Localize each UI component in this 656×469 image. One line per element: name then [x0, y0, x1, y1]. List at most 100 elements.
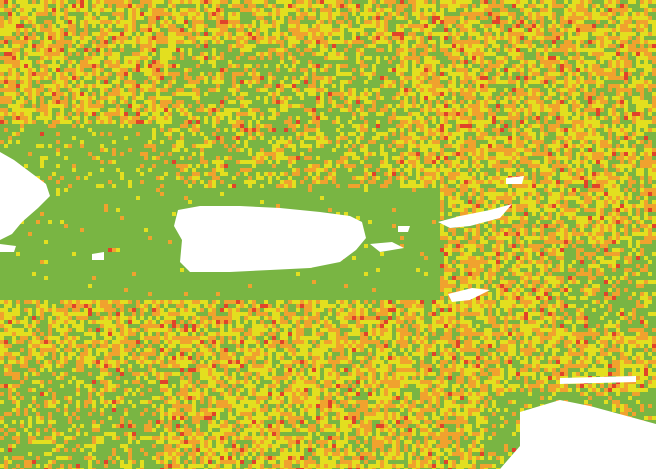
- raster-cell: [472, 88, 476, 92]
- raster-cell: [188, 184, 192, 188]
- raster-cell: [500, 196, 504, 200]
- raster-cell: [472, 60, 476, 64]
- raster-cell: [580, 192, 584, 196]
- raster-cell: [440, 188, 444, 192]
- raster-cell: [100, 104, 104, 108]
- raster-cell: [60, 116, 64, 120]
- raster-cell: [568, 44, 572, 48]
- raster-cell: [16, 104, 20, 108]
- raster-cell: [616, 148, 620, 152]
- raster-cell: [84, 72, 88, 76]
- raster-cell: [328, 100, 332, 104]
- raster-cell: [424, 160, 428, 164]
- raster-cell: [452, 180, 456, 184]
- raster-cell: [588, 64, 592, 68]
- raster-cell: [648, 144, 652, 148]
- raster-cell: [532, 132, 536, 136]
- raster-cell: [176, 100, 180, 104]
- raster-cell: [632, 180, 636, 184]
- raster-cell: [400, 16, 404, 20]
- raster-cell: [192, 176, 196, 180]
- raster-cell: [140, 104, 144, 108]
- raster-cell: [620, 196, 624, 200]
- raster-cell: [504, 152, 508, 156]
- raster-cell: [228, 112, 232, 116]
- raster-cell: [388, 120, 392, 124]
- raster-cell: [140, 48, 144, 52]
- raster-cell: [640, 64, 644, 68]
- raster-cell: [444, 28, 448, 32]
- raster-cell: [500, 204, 504, 208]
- raster-cell: [576, 32, 580, 36]
- raster-cell: [592, 92, 596, 96]
- raster-cell: [360, 72, 364, 76]
- raster-cell: [388, 176, 392, 180]
- raster-cell: [12, 28, 16, 32]
- raster-cell: [400, 152, 404, 156]
- raster-cell: [616, 92, 620, 96]
- raster-cell: [520, 96, 524, 100]
- raster-cell: [248, 8, 252, 12]
- raster-cell: [440, 76, 444, 80]
- raster-cell: [136, 120, 140, 124]
- raster-cell: [108, 112, 112, 116]
- raster-cell: [488, 204, 492, 208]
- raster-cell: [144, 56, 148, 60]
- raster-cell: [148, 84, 152, 88]
- raster-cell: [432, 164, 436, 168]
- raster-cell: [552, 192, 556, 196]
- raster-cell: [0, 48, 4, 52]
- raster-cell: [560, 112, 564, 116]
- raster-cell: [552, 208, 556, 212]
- raster-cell: [476, 168, 480, 172]
- raster-cell: [0, 32, 4, 36]
- raster-cell: [108, 44, 112, 48]
- raster-cell: [16, 72, 20, 76]
- raster-cell: [224, 108, 228, 112]
- raster-cell: [220, 72, 224, 76]
- raster-cell: [600, 96, 604, 100]
- raster-cell: [528, 12, 532, 16]
- raster-cell: [528, 132, 532, 136]
- raster-cell: [428, 68, 432, 72]
- raster-cell: [572, 96, 576, 100]
- raster-cell: [16, 140, 20, 144]
- raster-cell: [580, 204, 584, 208]
- raster-cell: [356, 156, 360, 160]
- raster-cell: [604, 184, 608, 188]
- raster-cell: [516, 0, 520, 4]
- raster-cell: [564, 16, 568, 20]
- raster-cell: [312, 92, 316, 96]
- raster-cell: [640, 92, 644, 96]
- raster-cell: [380, 148, 384, 152]
- raster-cell: [100, 144, 104, 148]
- raster-cell: [600, 116, 604, 120]
- raster-cell: [388, 8, 392, 12]
- raster-cell: [196, 64, 200, 68]
- raster-cell: [84, 104, 88, 108]
- raster-cell: [56, 152, 60, 156]
- raster-cell: [196, 12, 200, 16]
- raster-cell: [376, 40, 380, 44]
- raster-cell: [316, 32, 320, 36]
- raster-cell: [644, 136, 648, 140]
- raster-cell: [256, 128, 260, 132]
- raster-cell: [600, 180, 604, 184]
- raster-cell: [508, 208, 512, 212]
- raster-cell: [512, 212, 516, 216]
- raster-cell: [508, 72, 512, 76]
- raster-cell: [440, 0, 444, 4]
- raster-cell: [596, 112, 600, 116]
- raster-cell: [164, 16, 168, 20]
- raster-cell: [560, 204, 564, 208]
- raster-cell: [424, 76, 428, 80]
- raster-cell: [400, 68, 404, 72]
- raster-cell: [128, 180, 132, 184]
- raster-cell: [564, 128, 568, 132]
- raster-cell: [524, 32, 528, 36]
- raster-cell: [652, 24, 656, 28]
- raster-cell: [32, 36, 36, 40]
- raster-cell: [640, 152, 644, 156]
- raster-cell: [88, 152, 92, 156]
- raster-cell: [48, 72, 52, 76]
